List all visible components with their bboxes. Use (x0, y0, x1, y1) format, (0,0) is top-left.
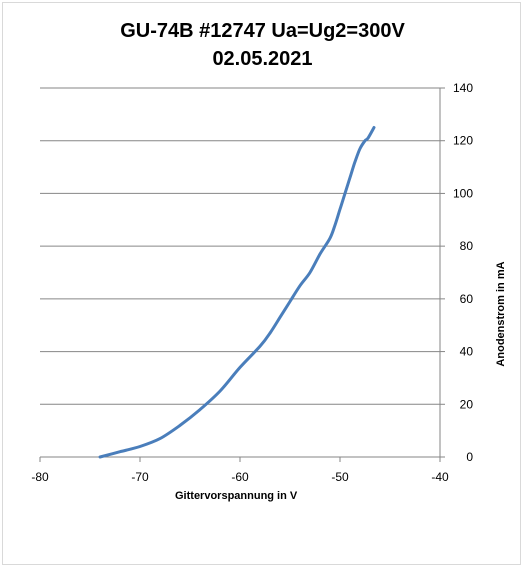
y-tick-label: 0 (466, 450, 473, 464)
chart-title: GU-74B #12747 Ua=Ug2=300V 02.05.2021 (120, 20, 405, 70)
x-tick-label: -60 (231, 470, 249, 484)
gridlines (40, 87, 440, 405)
y-tick-label: 40 (460, 345, 474, 359)
y-tick-labels: 0 20 40 60 80 100 120 140 (453, 81, 473, 464)
y-tick-label: 20 (460, 397, 474, 411)
axes (39, 87, 445, 462)
y-tick-label: 60 (460, 292, 474, 306)
x-axis-label: Gittervorspannung in V (175, 490, 298, 502)
y-tick-label: 100 (453, 186, 473, 200)
x-tick-label: -70 (131, 470, 149, 484)
x-tick-labels: -80 -70 -60 -50 -40 (31, 470, 449, 484)
y-tick-label: 80 (460, 239, 474, 253)
chart-frame (2, 2, 521, 565)
y-tick-label: 120 (453, 134, 473, 148)
y-axis-label: Anodenstrom in mA (495, 261, 507, 366)
y-tick-label: 140 (453, 81, 473, 95)
x-tick-label: -80 (31, 470, 49, 484)
x-tick-label: -50 (331, 470, 349, 484)
x-tick-label: -40 (431, 470, 449, 484)
series-group (98, 126, 376, 459)
series-line (98, 126, 376, 459)
